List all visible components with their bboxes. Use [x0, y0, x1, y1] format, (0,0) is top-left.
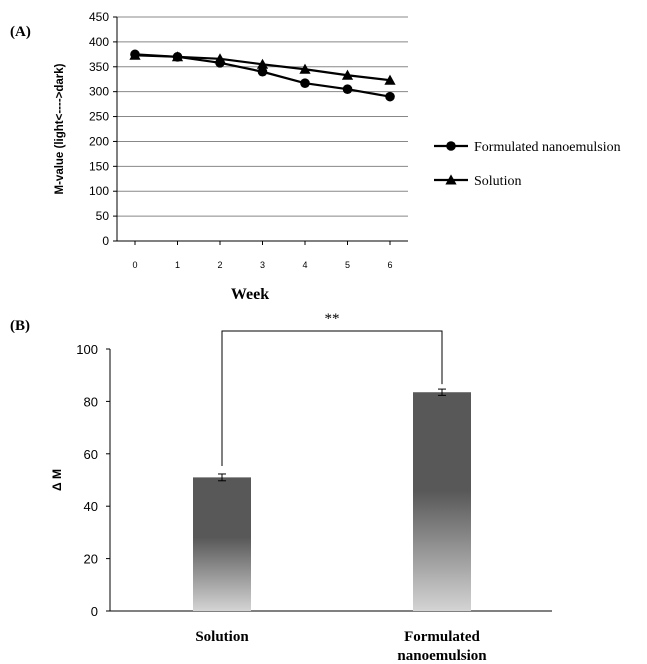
legend-entry: Formulated nanoemulsion [434, 140, 621, 155]
panel-b: (B) 0 20 40 60 80 100 ** Δ M Solution Formulat… [10, 311, 552, 664]
data-point [257, 66, 268, 77]
x-tick-label: 1 [175, 260, 180, 270]
y-tick-label: 50 [96, 209, 110, 223]
data-point [341, 69, 354, 80]
y-tick-label: 250 [89, 110, 109, 124]
panel-a-label: (A) [10, 24, 31, 40]
y-tick-label: 0 [102, 234, 109, 248]
x-tick-label: 2 [217, 260, 222, 270]
panel-a-gridlines [117, 16, 408, 217]
y-tick-label: 450 [89, 10, 109, 24]
y-tick-label: 200 [89, 134, 109, 148]
data-point [300, 78, 310, 89]
x-tick-label: 6 [387, 260, 392, 270]
data-point [129, 49, 141, 60]
significance-marker: ** [325, 311, 340, 327]
y-tick-label: 20 [84, 552, 98, 567]
panel-a-y-tick-labels: 0 50 100 150 200 250 300 350 400 450 [89, 10, 117, 248]
data-point [384, 74, 396, 85]
panel-a-y-axis-title: M-value (light<---->dark) [54, 63, 66, 194]
x-tick-label: 3 [260, 260, 265, 270]
y-tick-label: 150 [89, 159, 109, 173]
panel-b-category-labels: Solution Formulated nanoemulsion [195, 629, 487, 664]
y-tick-label: 80 [84, 394, 98, 409]
bar [413, 392, 471, 611]
x-tick-label: 0 [132, 260, 137, 270]
panel-b-y-axis-title: Δ M [50, 469, 64, 491]
category-label: Formulated [404, 629, 480, 645]
y-tick-label: 60 [84, 447, 98, 462]
legend-entry: Solution [434, 174, 521, 189]
panel-b-significance: ** [221, 311, 443, 466]
y-tick-label: 0 [91, 604, 98, 619]
bar-solution [193, 473, 251, 611]
y-tick-label: 40 [84, 499, 98, 514]
data-point [299, 63, 311, 74]
panel-b-y-tick-labels: 0 20 40 60 80 100 [76, 342, 110, 619]
legend-label: Formulated nanoemulsion [474, 140, 621, 155]
legend-marker [446, 141, 456, 151]
data-point [385, 91, 395, 102]
y-tick-label: 400 [89, 35, 109, 49]
category-label: Solution [195, 629, 249, 645]
bar [193, 477, 251, 611]
panel-b-label: (B) [10, 318, 30, 334]
data-point [214, 53, 226, 64]
panel-a-x-axis-title: Week [231, 286, 269, 303]
panel-a-legend: Formulated nanoemulsion Solution [434, 140, 621, 189]
bar-formulated-nanoemulsion [413, 388, 471, 611]
x-tick-label: 4 [302, 260, 307, 270]
panel-a-series [129, 49, 396, 102]
y-tick-label: 350 [89, 60, 109, 74]
series-solution [129, 49, 396, 85]
legend-label: Solution [474, 174, 521, 189]
y-tick-label: 100 [76, 342, 98, 357]
significance-bracket [221, 330, 443, 466]
data-point [256, 58, 269, 69]
category-label: nanoemulsion [397, 648, 487, 664]
y-tick-label: 300 [89, 85, 109, 99]
legend-marker [445, 174, 457, 185]
panel-a-x-tick-labels: 0 1 2 3 4 5 6 [132, 241, 393, 270]
y-tick-label: 100 [89, 184, 109, 198]
panel-b-bars [193, 388, 471, 611]
data-point [342, 84, 353, 94]
x-tick-label: 5 [345, 260, 350, 270]
data-point [171, 51, 184, 62]
